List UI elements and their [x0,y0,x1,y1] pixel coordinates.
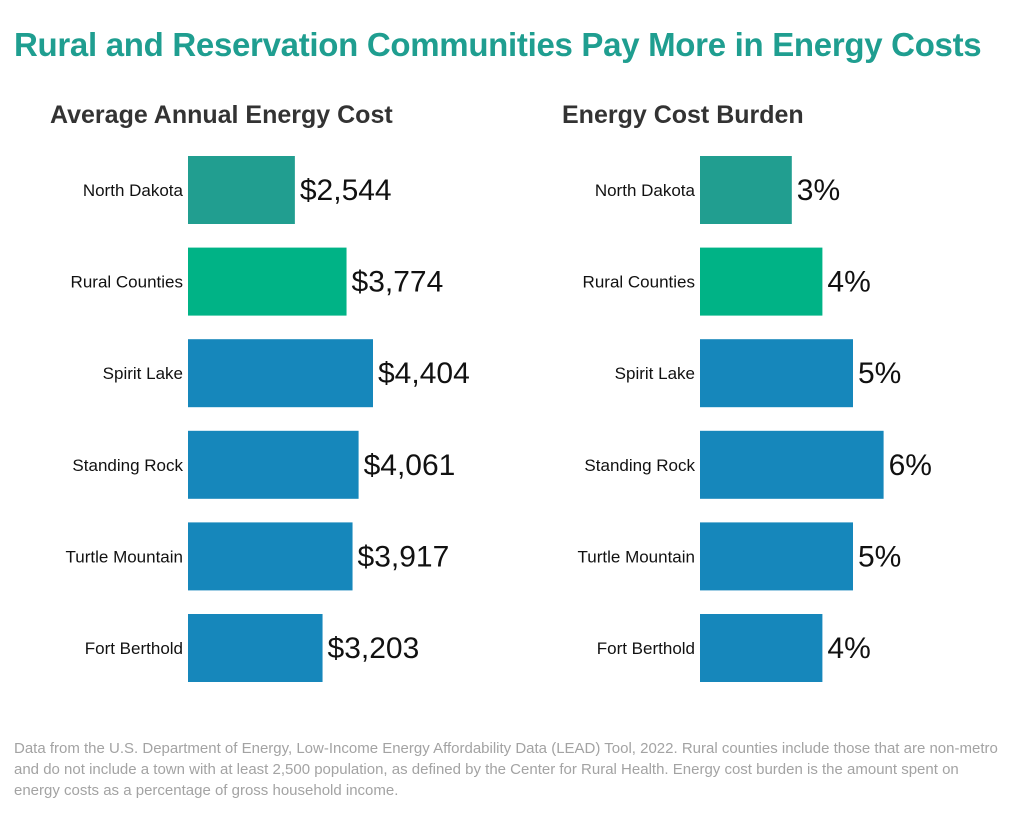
cost-value-label-north-dakota: $2,544 [300,174,392,207]
cost-value-label-turtle-mountain: $3,917 [358,540,450,573]
burden-bar-fort-berthold [700,614,823,682]
cost-bar-turtle-mountain [188,522,353,591]
burden-category-label-rural-counties: Rural Counties [583,273,695,292]
burden-chart-title: Energy Cost Burden [562,101,804,129]
burden-category-label-fort-berthold: Fort Berthold [597,639,695,658]
burden-value-label-north-dakota: 3% [797,174,840,207]
burden-value-label-spirit-lake: 5% [858,357,901,390]
cost-category-label-turtle-mountain: Turtle Mountain [66,547,183,566]
cost-category-label-north-dakota: North Dakota [83,181,184,200]
burden-category-label-north-dakota: North Dakota [595,181,696,200]
cost-bar-standing-rock [188,430,359,499]
cost-value-label-rural-counties: $3,774 [352,266,444,299]
burden-bar-rural-counties [700,247,823,316]
cost-category-label-spirit-lake: Spirit Lake [103,364,183,383]
burden-category-label-spirit-lake: Spirit Lake [615,364,695,383]
cost-value-label-standing-rock: $4,061 [364,449,456,482]
cost-value-label-fort-berthold: $3,203 [328,632,420,665]
cost-bar-rural-counties [188,247,347,316]
source-footnote: Data from the U.S. Department of Energy,… [14,740,998,799]
cost-bar-north-dakota [188,156,295,224]
burden-bar-spirit-lake [700,339,853,408]
cost-category-label-standing-rock: Standing Rock [72,456,183,475]
burden-category-label-turtle-mountain: Turtle Mountain [578,547,695,566]
page-title: Rural and Reservation Communities Pay Mo… [14,26,982,63]
burden-value-label-rural-counties: 4% [827,266,870,299]
cost-category-label-rural-counties: Rural Counties [71,273,183,292]
burden-bar-turtle-mountain [700,522,853,591]
burden-value-label-standing-rock: 6% [889,449,932,482]
cost-value-label-spirit-lake: $4,404 [378,357,470,390]
burden-bar-standing-rock [700,430,884,499]
burden-bar-north-dakota [700,156,792,224]
cost-chart-title: Average Annual Energy Cost [50,101,393,129]
burden-value-label-turtle-mountain: 5% [858,540,901,573]
cost-category-label-fort-berthold: Fort Berthold [85,639,183,658]
burden-value-label-fort-berthold: 4% [827,632,870,665]
cost-bar-fort-berthold [188,614,323,682]
cost-bar-spirit-lake [188,339,373,408]
burden-category-label-standing-rock: Standing Rock [584,456,695,475]
